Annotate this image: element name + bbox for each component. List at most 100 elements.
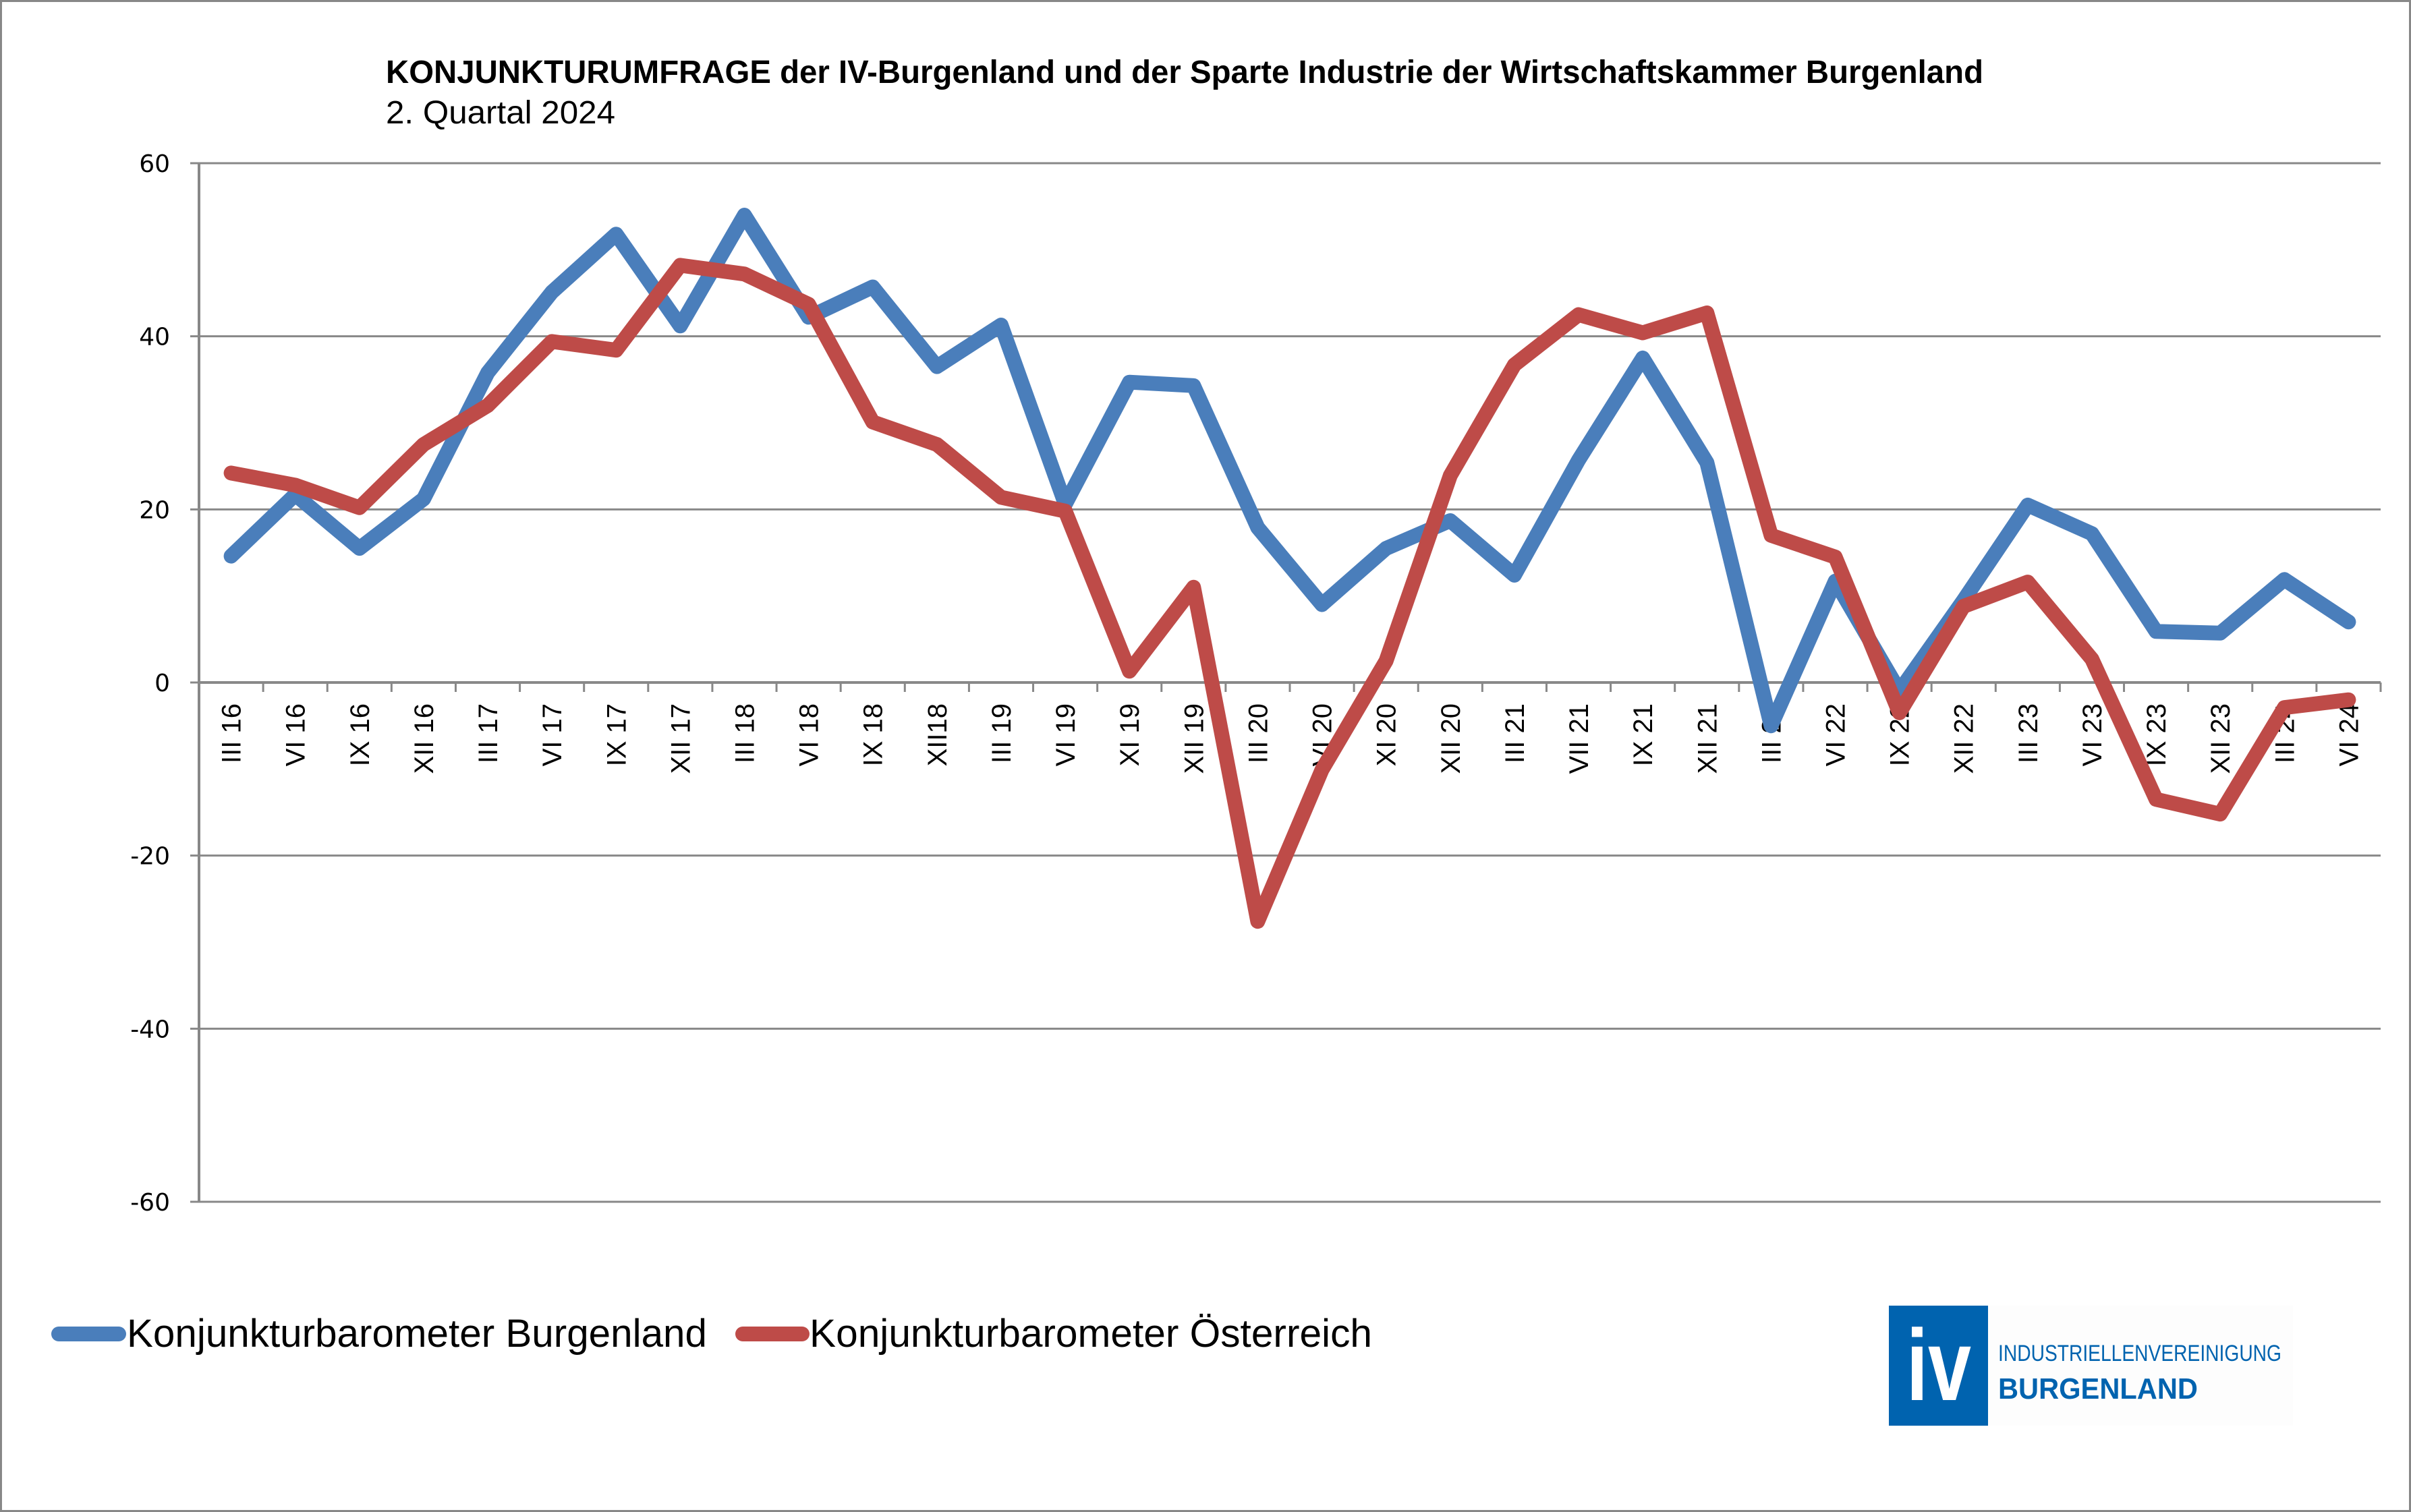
x-tick-label: XII 17 (666, 703, 696, 774)
data-point-burgenland (2027, 504, 2029, 506)
x-tick-label: XI 20 (1372, 703, 1402, 766)
x-tick-label: XII 22 (1950, 703, 1979, 774)
logo-square (1889, 1306, 1988, 1426)
logo-mark-iv: iv (1906, 1308, 1971, 1422)
data-point-burgenland (872, 287, 874, 288)
data-point-oesterreich (1129, 670, 1130, 672)
data-point-oesterreich (1386, 660, 1387, 662)
chart-subtitle: 2. Quartal 2024 (386, 95, 615, 131)
data-point-burgenland (423, 498, 424, 500)
data-point-burgenland (1642, 357, 1643, 359)
data-point-oesterreich (615, 349, 617, 351)
data-point-oesterreich (2155, 798, 2157, 800)
data-point-oesterreich (744, 273, 745, 274)
x-tick-label: III 18 (731, 703, 760, 763)
y-tick-label: -40 (130, 1016, 170, 1043)
data-point-oesterreich (2027, 581, 2029, 583)
x-tick-label: XII18 (923, 703, 953, 766)
data-point-oesterreich (872, 421, 874, 423)
data-point-burgenland (1000, 324, 1002, 326)
x-tick-label: XII 19 (1179, 703, 1209, 774)
axes (198, 163, 2382, 1202)
data-point-oesterreich (295, 484, 296, 486)
data-point-oesterreich (1450, 475, 1451, 476)
data-point-oesterreich (551, 341, 552, 342)
data-point-oesterreich (423, 444, 424, 445)
y-axis-tick-labels: 60 40 20 0 -20 -40 -60 (130, 150, 170, 1217)
data-point-burgenland (1450, 520, 1451, 521)
x-tick-label: XII 21 (1693, 703, 1722, 774)
data-point-burgenland (1835, 581, 1836, 582)
data-point-oesterreich (487, 405, 488, 406)
x-tick-label: VI 22 (1821, 703, 1851, 766)
x-tick-label: III 17 (474, 703, 503, 763)
series-line-oesterreich (223, 258, 2356, 929)
iv-burgenland-logo: iv INDUSTRIELLENVEREINIGUNG BURGENLAND (1889, 1306, 2293, 1426)
data-point-oesterreich (1257, 921, 1258, 922)
data-point-oesterreich (1770, 535, 1771, 536)
y-tick-label: 20 (139, 496, 170, 524)
data-point-oesterreich (1065, 511, 1066, 512)
y-tick-label: 40 (139, 324, 170, 351)
x-tick-label: IX 17 (602, 703, 631, 766)
data-point-burgenland (1193, 385, 1194, 386)
data-point-burgenland (231, 556, 232, 557)
data-point-oesterreich (1322, 769, 1323, 771)
data-point-burgenland (359, 548, 360, 549)
x-tick-label: III 23 (2014, 703, 2043, 763)
y-tick-label: -20 (130, 843, 170, 871)
x-tick-label: VI 17 (538, 703, 567, 766)
legend-label-oesterreich: Konjunkturbarometer Österreich (810, 1312, 1372, 1356)
data-point-oesterreich (1000, 496, 1002, 498)
y-tick-label: 0 (154, 670, 170, 697)
data-point-oesterreich (1835, 556, 1836, 558)
data-point-burgenland (1322, 604, 1323, 606)
x-tick-label: III 21 (1500, 703, 1530, 763)
x-tick-label: XII 20 (1436, 703, 1466, 774)
data-point-oesterreich (2219, 813, 2221, 815)
legend-item-burgenland[interactable]: Konjunkturbarometer Burgenland (51, 1312, 707, 1356)
x-tick-label: III 19 (987, 703, 1017, 763)
x-tick-label: VII 21 (1564, 703, 1594, 774)
data-point-oesterreich (1578, 314, 1579, 316)
data-point-burgenland (295, 494, 296, 496)
x-tick-label: XII 16 (409, 703, 439, 774)
x-tick-label: IX 16 (345, 703, 375, 766)
data-point-oesterreich (2284, 707, 2285, 708)
data-point-burgenland (2091, 533, 2093, 534)
data-point-burgenland (936, 366, 938, 368)
y-tick-label: -60 (130, 1189, 170, 1217)
data-point-burgenland (2219, 633, 2221, 634)
data-point-burgenland (2348, 621, 2349, 622)
x-tick-label: XII 23 (2206, 703, 2236, 774)
data-point-burgenland (2284, 579, 2285, 580)
data-point-oesterreich (936, 444, 938, 445)
x-tick-label: VI 24 (2334, 703, 2364, 766)
chart-title: KONJUNKTURUMFRAGE der IV-Burgenland und … (386, 55, 1983, 90)
data-point-burgenland (1257, 527, 1258, 528)
x-tick-label: VI 16 (281, 703, 311, 766)
legend-item-oesterreich[interactable]: Konjunkturbarometer Österreich (735, 1312, 1372, 1356)
data-point-oesterreich (1899, 712, 1900, 714)
legend: Konjunkturbarometer Burgenland Konjunktu… (51, 1312, 1372, 1356)
data-point-oesterreich (1963, 606, 1964, 607)
data-point-burgenland (615, 233, 617, 235)
data-point-oesterreich (1514, 364, 1515, 366)
data-point-burgenland (1129, 382, 1130, 383)
data-point-burgenland (551, 291, 552, 293)
series-lines (223, 208, 2356, 929)
legend-label-burgenland: Konjunkturbarometer Burgenland (127, 1312, 707, 1356)
data-point-oesterreich (2091, 658, 2093, 660)
data-point-oesterreich (359, 507, 360, 508)
data-point-burgenland (1514, 575, 1515, 576)
data-point-oesterreich (2348, 699, 2349, 701)
x-tick-label: VI 23 (2078, 703, 2107, 766)
series-line-burgenland (223, 208, 2356, 734)
data-point-oesterreich (679, 264, 681, 266)
data-point-burgenland (1386, 548, 1387, 549)
data-point-oesterreich (1706, 312, 1707, 314)
data-point-burgenland (1899, 691, 1900, 692)
x-tick-label: III 20 (1243, 703, 1273, 763)
logo-text-burgenland: BURGENLAND (1998, 1372, 2198, 1405)
